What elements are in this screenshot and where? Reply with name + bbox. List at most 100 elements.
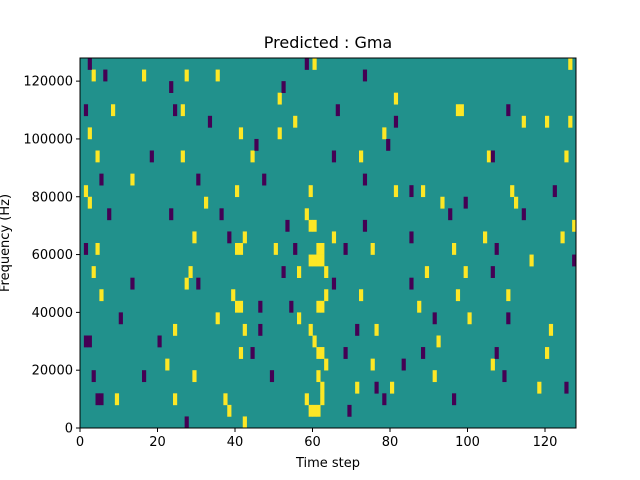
- heatmap-cell-high: [355, 381, 360, 394]
- heatmap-cell-low: [293, 243, 298, 255]
- heatmap-cell-high: [545, 347, 550, 359]
- heatmap-cell-high: [316, 347, 321, 359]
- heatmap-cell-high: [320, 243, 325, 255]
- heatmap-cell-low: [494, 347, 499, 359]
- heatmap-cell-high: [235, 243, 240, 255]
- heatmap-cell-high: [572, 219, 577, 232]
- heatmap-cell-low: [99, 393, 104, 406]
- heatmap-cell-low: [572, 254, 577, 267]
- heatmap-cell-high: [459, 104, 464, 117]
- heatmap-cell-low: [386, 138, 391, 151]
- heatmap-cell-low: [452, 393, 457, 406]
- heatmap-cell-low: [83, 243, 89, 255]
- heatmap-cell-high: [312, 58, 317, 70]
- heatmap-cell-high: [316, 300, 321, 313]
- heatmap-cell-high: [382, 127, 387, 140]
- heatmap-cell-low: [409, 231, 414, 244]
- heatmap-cell-low: [83, 335, 89, 348]
- heatmap-cell-high: [316, 370, 321, 383]
- heatmap-cell-high: [192, 370, 197, 383]
- heatmap-cell-high: [308, 254, 313, 267]
- heatmap-cell-high: [370, 243, 375, 255]
- heatmap-cell-high: [424, 266, 430, 278]
- heatmap-cell-high: [87, 196, 92, 209]
- heatmap-cell-low: [87, 58, 92, 70]
- heatmap-cell-high: [231, 289, 236, 302]
- heatmap-cell-low: [343, 347, 348, 359]
- heatmap-cell-high: [238, 127, 244, 140]
- heatmap-cell-high: [312, 335, 317, 348]
- plot-frame: [79, 57, 577, 429]
- heatmap-cell-high: [510, 185, 515, 198]
- heatmap-cell-high: [215, 312, 220, 325]
- heatmap-cell-high: [324, 266, 329, 278]
- heatmap-cell-low: [142, 370, 147, 383]
- heatmap-cell-low: [269, 370, 275, 383]
- heatmap-cell-low: [521, 208, 526, 221]
- heatmap-cell-high: [421, 185, 426, 198]
- heatmap-cell-low: [490, 266, 495, 278]
- heatmap-cell-high: [95, 243, 100, 255]
- heatmap-cell-high: [529, 254, 534, 267]
- x-tick-label: 100: [455, 435, 480, 450]
- heatmap-cell-high: [250, 150, 255, 163]
- heatmap-cell-high: [320, 381, 325, 394]
- heatmap-cell-low: [149, 150, 154, 163]
- heatmap-cell-high: [316, 254, 321, 267]
- x-tick-label: 80: [382, 435, 399, 450]
- heatmap-cell-high: [320, 347, 325, 359]
- heatmap-cell-low: [502, 370, 507, 383]
- heatmap-cell-high: [277, 127, 282, 140]
- heatmap-cell-high: [320, 254, 325, 267]
- y-tick-label: 40000: [32, 306, 73, 321]
- heatmap-cell-low: [99, 173, 104, 186]
- heatmap-cell-low: [169, 81, 174, 93]
- heatmap-cell-high: [188, 266, 193, 278]
- x-axis-title: Time step: [295, 456, 360, 471]
- heatmap-cell-high: [130, 173, 135, 186]
- heatmap-cell-high: [184, 277, 189, 290]
- heatmap-cell-low: [107, 208, 112, 221]
- heatmap-cell-low: [494, 243, 499, 255]
- heatmap-cell-low: [374, 381, 379, 394]
- x-tick-label: 0: [76, 435, 84, 450]
- heatmap-cell-high: [324, 358, 329, 371]
- heatmap-cell-low: [281, 81, 286, 93]
- heatmap-cell-high: [374, 323, 379, 336]
- plot-background: [80, 58, 576, 428]
- heatmap-cell-low: [157, 335, 162, 348]
- x-tick-label: 60: [304, 435, 321, 450]
- heatmap-cell-low: [331, 277, 337, 290]
- heatmap-cell-high: [316, 404, 321, 417]
- heatmap-cell-low: [91, 370, 96, 383]
- heatmap-cell-high: [564, 150, 569, 163]
- heatmap-cell-high: [91, 69, 96, 82]
- heatmap-cell-high: [308, 404, 313, 417]
- heatmap-cell-low: [289, 300, 294, 313]
- heatmap-cell-low: [401, 358, 406, 371]
- heatmap-cell-low: [382, 393, 387, 406]
- heatmap-cell-high: [548, 323, 554, 336]
- x-tick-label: 40: [227, 435, 244, 450]
- heatmap-cell-low: [169, 208, 174, 221]
- heatmap-cell-high: [393, 185, 399, 198]
- heatmap-cell-high: [560, 231, 565, 244]
- heatmap-cell-low: [130, 277, 135, 290]
- heatmap-cell-low: [331, 150, 337, 163]
- heatmap-cell-low: [254, 138, 259, 151]
- heatmap-cell-high: [304, 208, 309, 221]
- heatmap-cell-high: [455, 289, 461, 302]
- heatmap-cell-high: [304, 393, 309, 406]
- heatmap-cell-low: [95, 393, 100, 406]
- heatmap-cell-high: [238, 243, 244, 255]
- heatmap-cell-high: [235, 185, 240, 198]
- heatmap-cell-high: [312, 254, 317, 267]
- heatmap-cell-low: [83, 104, 89, 117]
- heatmap-cell-high: [514, 196, 519, 209]
- heatmap-cell-low: [87, 335, 92, 348]
- heatmap-cell-low: [506, 312, 511, 325]
- heatmap-cell-high: [277, 92, 282, 105]
- heatmap-cell-high: [417, 300, 422, 313]
- heatmap-cell-low: [355, 323, 360, 336]
